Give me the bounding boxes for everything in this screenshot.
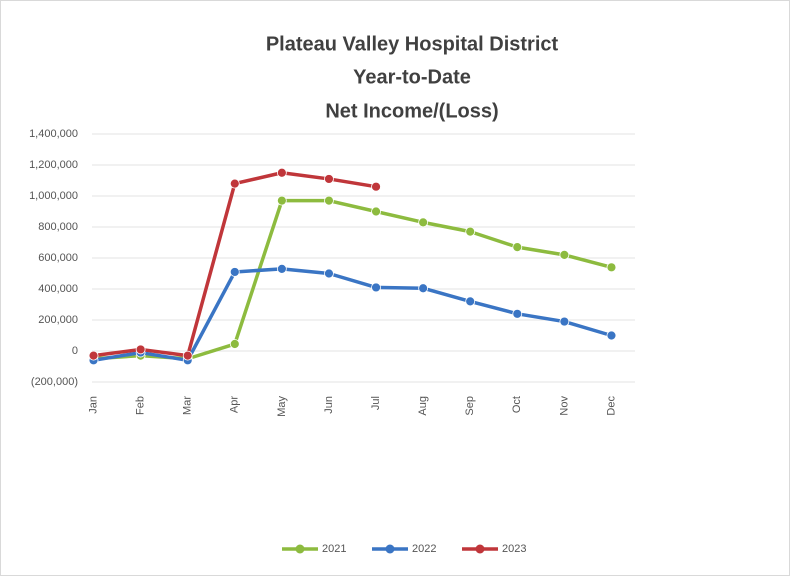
y-tick-label: 1,200,000 bbox=[29, 159, 78, 171]
data-point bbox=[371, 206, 381, 217]
y-tick-label: 800,000 bbox=[38, 221, 78, 233]
legend-marker bbox=[295, 544, 305, 554]
x-tick-label: Sep bbox=[464, 396, 476, 416]
x-tick-label: Dec bbox=[605, 396, 617, 416]
y-tick-label: (200,000) bbox=[31, 376, 78, 388]
data-point bbox=[135, 344, 146, 355]
x-tick-label: Apr bbox=[229, 396, 241, 413]
data-point bbox=[512, 308, 523, 319]
data-point bbox=[371, 282, 381, 293]
x-tick-label: Jan bbox=[87, 396, 99, 414]
data-point bbox=[559, 249, 570, 260]
data-point bbox=[606, 262, 617, 273]
legend-label: 2022 bbox=[412, 543, 436, 555]
x-tick-label: Aug bbox=[417, 396, 429, 416]
data-point bbox=[418, 283, 429, 294]
y-tick-label: 0 bbox=[72, 345, 78, 357]
data-point bbox=[229, 178, 240, 189]
x-tick-label: Jun bbox=[323, 396, 335, 414]
data-point bbox=[465, 226, 476, 237]
y-tick-label: 1,000,000 bbox=[29, 190, 78, 202]
legend-marker bbox=[385, 544, 395, 554]
data-point bbox=[559, 316, 570, 327]
data-point bbox=[276, 195, 287, 206]
data-point bbox=[276, 167, 287, 178]
x-tick-label: Nov bbox=[558, 396, 570, 416]
data-point bbox=[465, 296, 476, 307]
data-point bbox=[229, 267, 240, 277]
x-tick-label: Oct bbox=[511, 396, 523, 413]
data-point bbox=[229, 339, 240, 349]
chart-title: Plateau Valley Hospital District bbox=[266, 33, 559, 55]
y-tick-label: 600,000 bbox=[38, 252, 78, 264]
data-point bbox=[371, 181, 381, 192]
x-tick-label: Mar bbox=[182, 396, 194, 415]
data-point bbox=[324, 195, 334, 206]
x-tick-label: Jul bbox=[370, 396, 382, 410]
chart-title: Year-to-Date bbox=[353, 66, 471, 88]
x-tick-label: Feb bbox=[135, 396, 147, 415]
data-point bbox=[418, 217, 429, 228]
legend-label: 2021 bbox=[322, 543, 346, 555]
legend-marker bbox=[475, 544, 485, 554]
data-point bbox=[276, 263, 287, 274]
data-point bbox=[182, 350, 193, 361]
data-point bbox=[324, 268, 334, 279]
series-line bbox=[93, 267, 612, 363]
y-tick-label: 1,400,000 bbox=[29, 128, 78, 140]
y-tick-label: 200,000 bbox=[38, 314, 78, 326]
chart-title: Net Income/(Loss) bbox=[325, 100, 498, 122]
x-tick-label: May bbox=[276, 396, 288, 417]
data-point bbox=[88, 350, 99, 361]
legend-label: 2023 bbox=[502, 543, 526, 555]
data-point bbox=[606, 330, 617, 341]
data-point bbox=[512, 242, 523, 253]
data-point bbox=[324, 174, 334, 184]
y-tick-label: 400,000 bbox=[38, 283, 78, 295]
